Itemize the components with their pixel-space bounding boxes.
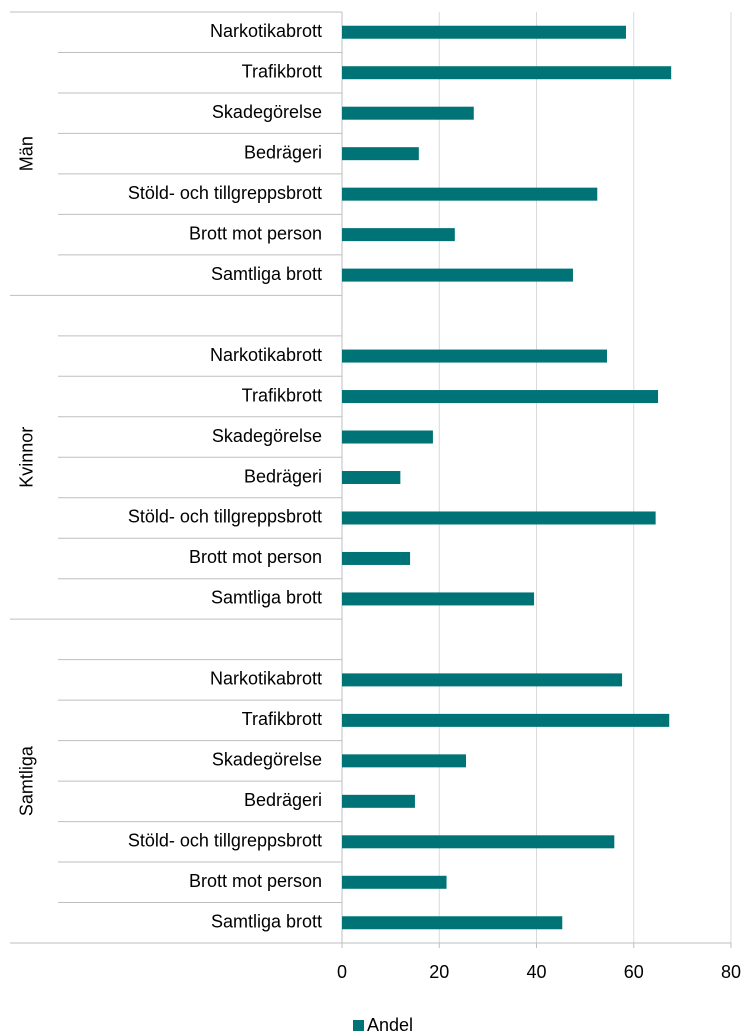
y-tick-label: Trafikbrott xyxy=(242,61,322,81)
bar xyxy=(342,228,455,242)
y-tick-label: Trafikbrott xyxy=(242,385,322,405)
y-tick-label: Brott mot person xyxy=(189,547,322,567)
y-tick-label: Trafikbrott xyxy=(242,709,322,729)
y-tick-label: Brott mot person xyxy=(189,871,322,891)
bar xyxy=(342,471,401,484)
bar xyxy=(342,25,626,39)
y-tick-label: Samtliga brott xyxy=(211,912,322,932)
x-tick-label: 0 xyxy=(337,962,347,982)
y-tick-label: Samtliga brott xyxy=(211,264,322,284)
y-tick-label: Bedrägeri xyxy=(244,142,322,162)
x-tick-label: 20 xyxy=(429,962,449,982)
y-tick-label: Narkotikabrott xyxy=(210,21,322,41)
bar xyxy=(342,430,433,444)
group-label: Samtliga xyxy=(17,745,37,816)
bar xyxy=(342,875,447,889)
y-tick-label: Narkotikabrott xyxy=(210,345,322,365)
y-tick-label: Skadegörelse xyxy=(212,750,322,770)
y-tick-label: Skadegörelse xyxy=(212,426,322,446)
y-tick-label: Bedrägeri xyxy=(244,466,322,486)
bar xyxy=(342,713,670,727)
bar xyxy=(342,551,411,565)
bar xyxy=(342,754,466,768)
legend-label: Andel xyxy=(367,1015,413,1034)
bar xyxy=(342,835,615,849)
y-tick-label: Stöld- och tillgreppsbrott xyxy=(128,507,322,527)
y-tick-label: Skadegörelse xyxy=(212,102,322,122)
y-tick-label: Bedrägeri xyxy=(244,790,322,810)
bar xyxy=(342,916,563,930)
y-tick-label: Narkotikabrott xyxy=(210,669,322,689)
x-tick-label: 60 xyxy=(624,962,644,982)
x-tick-label: 80 xyxy=(721,962,741,982)
x-tick-label: 40 xyxy=(526,962,546,982)
bar xyxy=(342,66,672,80)
bar xyxy=(342,673,623,687)
bar xyxy=(342,511,656,525)
bar xyxy=(342,592,535,606)
bar xyxy=(342,187,598,201)
bar xyxy=(342,390,659,404)
bar xyxy=(342,349,608,363)
y-tick-label: Samtliga brott xyxy=(211,588,322,608)
bar xyxy=(342,106,474,120)
group-label: Kvinnor xyxy=(17,427,37,488)
y-tick-label: Stöld- och tillgreppsbrott xyxy=(128,831,322,851)
bar xyxy=(342,268,573,282)
y-tick-label: Brott mot person xyxy=(189,223,322,243)
group-label: Män xyxy=(17,136,37,171)
bar xyxy=(342,794,415,808)
y-tick-label: Stöld- och tillgreppsbrott xyxy=(128,183,322,203)
legend-swatch xyxy=(353,1020,364,1031)
bar xyxy=(342,147,419,161)
